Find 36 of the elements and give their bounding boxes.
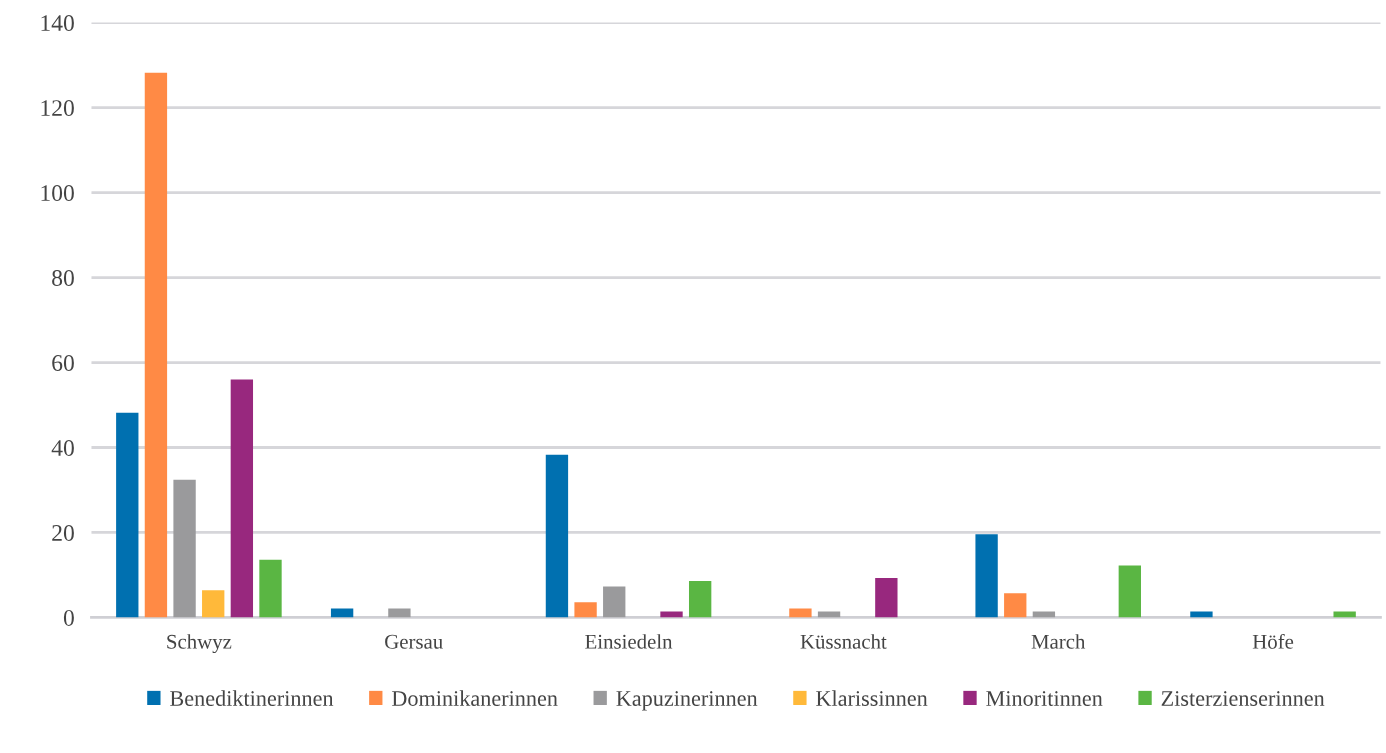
x-tick-label: Einsiedeln — [585, 634, 673, 649]
y-tick-label: 140 — [41, 15, 74, 32]
legend-label: Dominikanerinnen — [391, 690, 558, 706]
y-tick-label: 60 — [52, 355, 74, 371]
bar — [116, 412, 139, 618]
legend-label: Benediktinerinnen — [170, 690, 334, 706]
legend-label: Klarissinnen — [816, 690, 928, 706]
legend-label: Kapuzinerinnen — [616, 691, 758, 711]
y-tick-label: 80 — [52, 270, 74, 286]
bar — [603, 586, 626, 618]
bar — [975, 534, 998, 618]
bar — [230, 379, 254, 618]
bar — [388, 608, 411, 618]
bar — [688, 580, 712, 618]
bar — [789, 608, 812, 618]
x-tick-label: March — [1031, 634, 1086, 649]
legend-label: Zisterzienserinnen — [1161, 691, 1325, 706]
legend-label: Minoritinnen — [986, 691, 1103, 706]
x-tick-label: Höfe — [1252, 633, 1294, 649]
bar — [173, 479, 196, 618]
bar — [875, 577, 898, 618]
y-tick-label: 20 — [52, 524, 74, 541]
x-tick-label: Gersau — [385, 634, 443, 649]
x-tick-label: Schwyz — [167, 634, 232, 654]
y-tick-label: 120 — [41, 100, 74, 116]
bar — [545, 454, 569, 618]
y-tick-label: 0 — [63, 609, 74, 626]
bar — [574, 602, 597, 618]
bar — [1004, 593, 1027, 618]
y-tick-label: 100 — [41, 185, 74, 201]
bar — [259, 559, 282, 618]
x-tick-label: Küssnacht — [800, 634, 887, 649]
bar — [202, 590, 225, 618]
bar — [144, 72, 168, 618]
bar — [1118, 565, 1141, 618]
y-tick-label: 40 — [51, 439, 74, 456]
